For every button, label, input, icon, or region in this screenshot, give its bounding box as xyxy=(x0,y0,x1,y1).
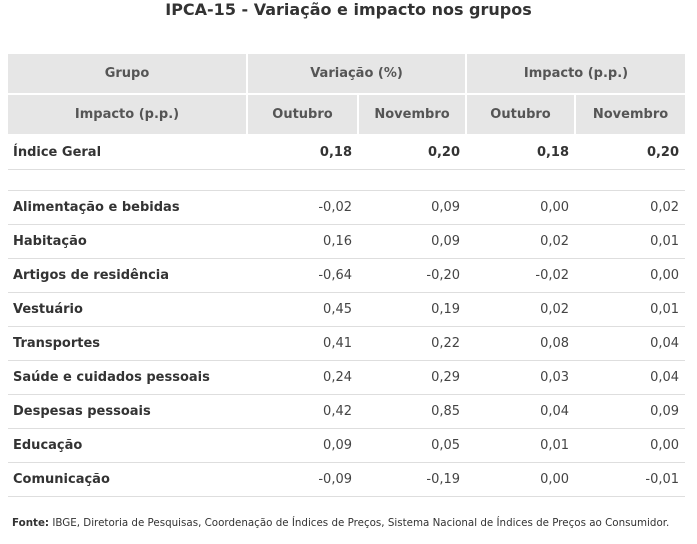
header-variacao: Variação (%) xyxy=(247,54,468,95)
cell-impacto-novembro: 0,04 xyxy=(575,326,686,361)
cell-impacto-novembro: 0,04 xyxy=(575,360,686,395)
table-row: Artigos de residência -0,64 -0,20 -0,02 0,00 xyxy=(8,258,686,293)
source-note: Fonte: IBGE, Diretoria de Pesquisas, Coo… xyxy=(12,516,692,530)
cell-impacto-outubro: 0,00 xyxy=(466,462,576,497)
cell-variacao-novembro: 0,05 xyxy=(358,428,467,463)
cell-variacao-outubro: 0,42 xyxy=(247,394,358,429)
cell-impacto-outubro: 0,03 xyxy=(466,360,576,395)
cell-impacto-outubro: -0,02 xyxy=(466,258,576,293)
row-label: Despesas pessoais xyxy=(8,394,247,429)
table-row: Habitação 0,16 0,09 0,02 0,01 xyxy=(8,224,686,259)
cell-variacao-outubro: 0,18 xyxy=(247,135,358,170)
subheader-impacto-novembro: Novembro xyxy=(575,94,686,136)
cell-impacto-outubro: 0,00 xyxy=(466,190,576,225)
cell-impacto-novembro: 0,00 xyxy=(575,428,686,463)
cell-variacao-novembro: -0,20 xyxy=(358,258,467,293)
cell-impacto-novembro: 0,20 xyxy=(575,135,686,170)
table-row: Comunicação -0,09 -0,19 0,00 -0,01 xyxy=(8,462,686,497)
row-label: Transportes xyxy=(8,326,247,361)
header-impacto: Impacto (p.p.) xyxy=(466,54,686,95)
cell-variacao-outubro: 0,24 xyxy=(247,360,358,395)
cell-impacto-novembro: 0,00 xyxy=(575,258,686,293)
cell-variacao-novembro: -0,19 xyxy=(358,462,467,497)
row-label: Habitação xyxy=(8,224,247,259)
cell-variacao-novembro: 0,09 xyxy=(358,190,467,225)
row-label: Índice Geral xyxy=(8,135,247,170)
table-row: Transportes 0,41 0,22 0,08 0,04 xyxy=(8,326,686,361)
source-label: Fonte: xyxy=(12,517,50,529)
spacer-row xyxy=(8,169,686,191)
cell-variacao-novembro: 0,85 xyxy=(358,394,467,429)
source-text: IBGE, Diretoria de Pesquisas, Coordenaçã… xyxy=(49,517,670,529)
table-row: Saúde e cuidados pessoais 0,24 0,29 0,03 0,0… xyxy=(8,360,686,395)
header-row-2: Impacto (p.p.) Outubro Novembro Outubro … xyxy=(8,94,686,136)
cell-variacao-novembro: 0,20 xyxy=(358,135,467,170)
cell-variacao-novembro: 0,22 xyxy=(358,326,467,361)
cell-variacao-outubro: -0,64 xyxy=(247,258,358,293)
cell-impacto-novembro: 0,01 xyxy=(575,224,686,259)
cell-impacto-outubro: 0,01 xyxy=(466,428,576,463)
row-label: Comunicação xyxy=(8,462,247,497)
cell-impacto-outubro: 0,02 xyxy=(466,292,576,327)
cell-impacto-novembro: -0,01 xyxy=(575,462,686,497)
table-row: Vestuário 0,45 0,19 0,02 0,01 xyxy=(8,292,686,327)
cell-impacto-novembro: 0,02 xyxy=(575,190,686,225)
row-label: Educação xyxy=(8,428,247,463)
cell-variacao-outubro: 0,45 xyxy=(247,292,358,327)
cell-variacao-novembro: 0,09 xyxy=(358,224,467,259)
cell-impacto-outubro: 0,18 xyxy=(466,135,576,170)
cell-variacao-outubro: 0,09 xyxy=(247,428,358,463)
header-row-1: Grupo Variação (%) Impacto (p.p.) xyxy=(8,54,686,95)
cell-impacto-outubro: 0,02 xyxy=(466,224,576,259)
total-row: Índice Geral 0,18 0,20 0,18 0,20 xyxy=(8,135,686,170)
table-row: Alimentação e bebidas -0,02 0,09 0,00 0,02 xyxy=(8,190,686,225)
header-grupo: Grupo xyxy=(8,54,248,95)
cell-impacto-outubro: 0,08 xyxy=(466,326,576,361)
row-label: Alimentação e bebidas xyxy=(8,190,247,225)
table-row: Despesas pessoais 0,42 0,85 0,04 0,09 xyxy=(8,394,686,429)
cell-variacao-outubro: 0,16 xyxy=(247,224,358,259)
cell-variacao-outubro: -0,09 xyxy=(247,462,358,497)
cell-variacao-outubro: -0,02 xyxy=(247,190,358,225)
subheader-impacto-outubro: Outubro xyxy=(466,94,577,136)
table-row: Educação 0,09 0,05 0,01 0,00 xyxy=(8,428,686,463)
table-title: IPCA-15 - Variação e impacto nos grupos xyxy=(165,0,532,19)
cell-impacto-novembro: 0,09 xyxy=(575,394,686,429)
subheader-impacto: Impacto (p.p.) xyxy=(8,94,248,136)
cell-variacao-novembro: 0,29 xyxy=(358,360,467,395)
row-label: Vestuário xyxy=(8,292,247,327)
cell-variacao-novembro: 0,19 xyxy=(358,292,467,327)
ipca-groups-table: Grupo Variação (%) Impacto (p.p.) Impact… xyxy=(8,54,686,497)
row-label: Saúde e cuidados pessoais xyxy=(8,360,247,395)
cell-impacto-novembro: 0,01 xyxy=(575,292,686,327)
cell-impacto-outubro: 0,04 xyxy=(466,394,576,429)
subheader-variacao-novembro: Novembro xyxy=(358,94,468,136)
subheader-variacao-outubro: Outubro xyxy=(247,94,359,136)
cell-variacao-outubro: 0,41 xyxy=(247,326,358,361)
row-label: Artigos de residência xyxy=(8,258,247,293)
